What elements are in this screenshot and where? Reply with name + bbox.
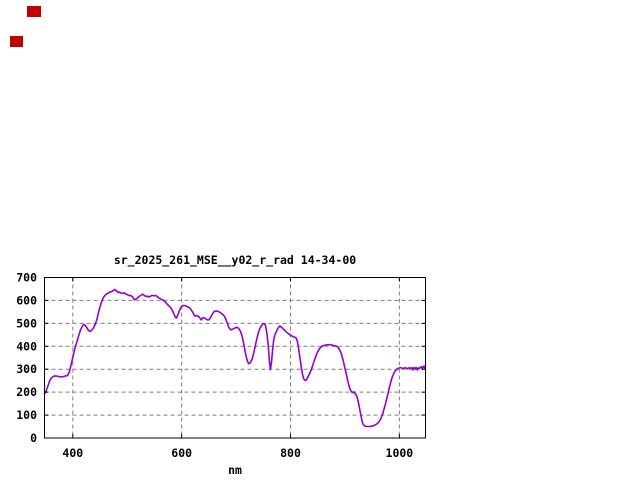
chart-title: sr_2025_261_MSE__y02_r_rad 14-34-00 (113, 253, 357, 267)
red-indicator-square-1 (27, 6, 41, 17)
y-tick-label: 700 (16, 271, 37, 285)
x-tick-label: 800 (280, 446, 301, 460)
x-tick-label: 400 (62, 446, 83, 460)
y-tick-label: 200 (16, 385, 37, 399)
y-tick-label: 600 (16, 293, 37, 307)
red-indicator-square-2 (10, 36, 23, 47)
y-tick-label: 500 (16, 316, 37, 330)
y-tick-label: 400 (16, 339, 37, 353)
plot-border (44, 277, 426, 439)
x-tick-label: 1000 (386, 446, 414, 460)
x-axis-label: nm (228, 463, 242, 477)
series-line (43, 288, 427, 428)
y-tick-label: 0 (30, 431, 37, 445)
y-tick-label: 100 (16, 408, 37, 422)
x-tick-label: 600 (171, 446, 192, 460)
y-tick-label: 300 (16, 362, 37, 376)
